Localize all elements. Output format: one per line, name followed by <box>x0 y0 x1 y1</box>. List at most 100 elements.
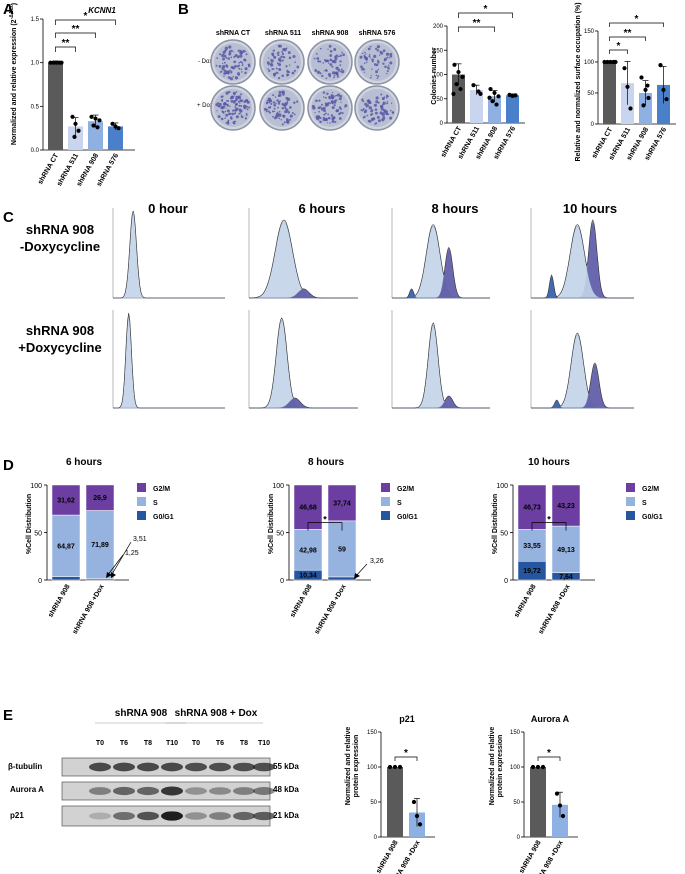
colony <box>389 52 393 56</box>
colony <box>377 75 380 78</box>
y-tick-label: 200 <box>433 24 444 30</box>
colony <box>370 117 375 122</box>
data-point <box>557 803 563 808</box>
blot-band <box>113 811 135 821</box>
colony <box>226 122 230 125</box>
colony <box>371 113 374 115</box>
colony <box>230 49 233 52</box>
colony <box>238 104 241 107</box>
colony <box>288 56 292 60</box>
colony <box>268 69 271 72</box>
colony <box>375 63 379 67</box>
colony <box>322 96 325 98</box>
blot-label-aurora: Aurora A <box>10 785 44 794</box>
colony <box>221 99 224 101</box>
colony <box>244 71 247 75</box>
significance-star: * <box>404 748 408 759</box>
lane-label: T10 <box>258 740 270 747</box>
colony <box>243 104 247 108</box>
stacked-segment-g2m <box>51 484 81 516</box>
histogram-peak <box>531 334 634 409</box>
colony <box>312 106 316 110</box>
data-point <box>73 121 78 126</box>
colony <box>322 117 326 122</box>
colony <box>322 116 325 119</box>
colony <box>277 106 279 109</box>
bar-shrna-908 <box>530 767 546 837</box>
colony <box>239 93 243 96</box>
colony <box>291 71 295 75</box>
colony <box>220 70 223 73</box>
colony <box>338 55 340 58</box>
colony <box>389 61 393 65</box>
colony <box>225 70 228 73</box>
colony <box>245 112 248 115</box>
colony <box>248 106 251 109</box>
colony <box>267 57 270 59</box>
colony <box>330 114 334 117</box>
colony <box>361 67 365 71</box>
legend-label-g2m: G2/M <box>153 486 170 493</box>
significance-star: * <box>617 41 621 52</box>
colony <box>341 51 343 54</box>
colony <box>373 54 377 59</box>
colony <box>368 106 372 110</box>
y-tick-label: 0 <box>440 121 444 127</box>
segment-label: 26,9 <box>93 495 107 502</box>
data-point <box>613 59 618 65</box>
colony <box>375 100 379 104</box>
data-point <box>397 764 403 770</box>
colony <box>222 57 225 61</box>
data-point <box>76 128 81 133</box>
colony <box>374 111 378 115</box>
histogram-outline <box>531 332 634 409</box>
colony <box>361 98 364 101</box>
colony <box>221 117 224 121</box>
blot-band <box>185 812 207 820</box>
colony <box>273 103 277 107</box>
blot-group2: shRNA 908 + Dox <box>175 708 258 719</box>
data-point <box>605 59 610 65</box>
colony <box>328 44 332 48</box>
colony <box>238 108 242 111</box>
colony <box>370 74 372 77</box>
stacked-segment-g2m <box>551 484 581 527</box>
data-point <box>471 83 476 88</box>
colony <box>293 101 296 105</box>
occupation-ylabel: Relative and normalized surface occupati… <box>575 2 582 161</box>
legend-swatch-g0 <box>381 511 390 520</box>
y-tick-label: 0 <box>280 578 284 585</box>
colony <box>380 93 383 96</box>
panel-e-p21-chart: p21 Normalized and relative protein expr… <box>345 714 435 874</box>
colony <box>329 54 333 57</box>
colony <box>234 112 237 114</box>
segment-label: 59 <box>338 546 346 553</box>
colony <box>383 114 385 116</box>
colony <box>323 109 326 113</box>
colony <box>283 48 287 52</box>
colony <box>336 73 339 76</box>
colony <box>267 110 270 113</box>
colony <box>324 112 327 115</box>
colony <box>239 51 241 53</box>
colony <box>369 46 372 48</box>
blot-band <box>137 786 159 796</box>
colony <box>331 96 334 99</box>
y-tick-label: 0.0 <box>31 148 40 154</box>
colony <box>377 61 380 64</box>
legend-swatch-g0 <box>137 511 146 520</box>
colony <box>316 57 320 60</box>
colony <box>377 101 380 104</box>
data-point <box>417 822 423 827</box>
lane-label: T6 <box>120 740 128 747</box>
arrow-head <box>111 572 116 578</box>
colony <box>360 109 363 112</box>
colony <box>272 94 275 97</box>
y-tick-label: 0.5 <box>31 104 40 110</box>
colony <box>318 119 320 121</box>
y-tick-label: 150 <box>433 48 444 54</box>
timepoint-8h: 8 hours <box>432 201 479 216</box>
colony <box>337 66 339 69</box>
colony <box>322 106 326 110</box>
data-point <box>643 87 648 92</box>
